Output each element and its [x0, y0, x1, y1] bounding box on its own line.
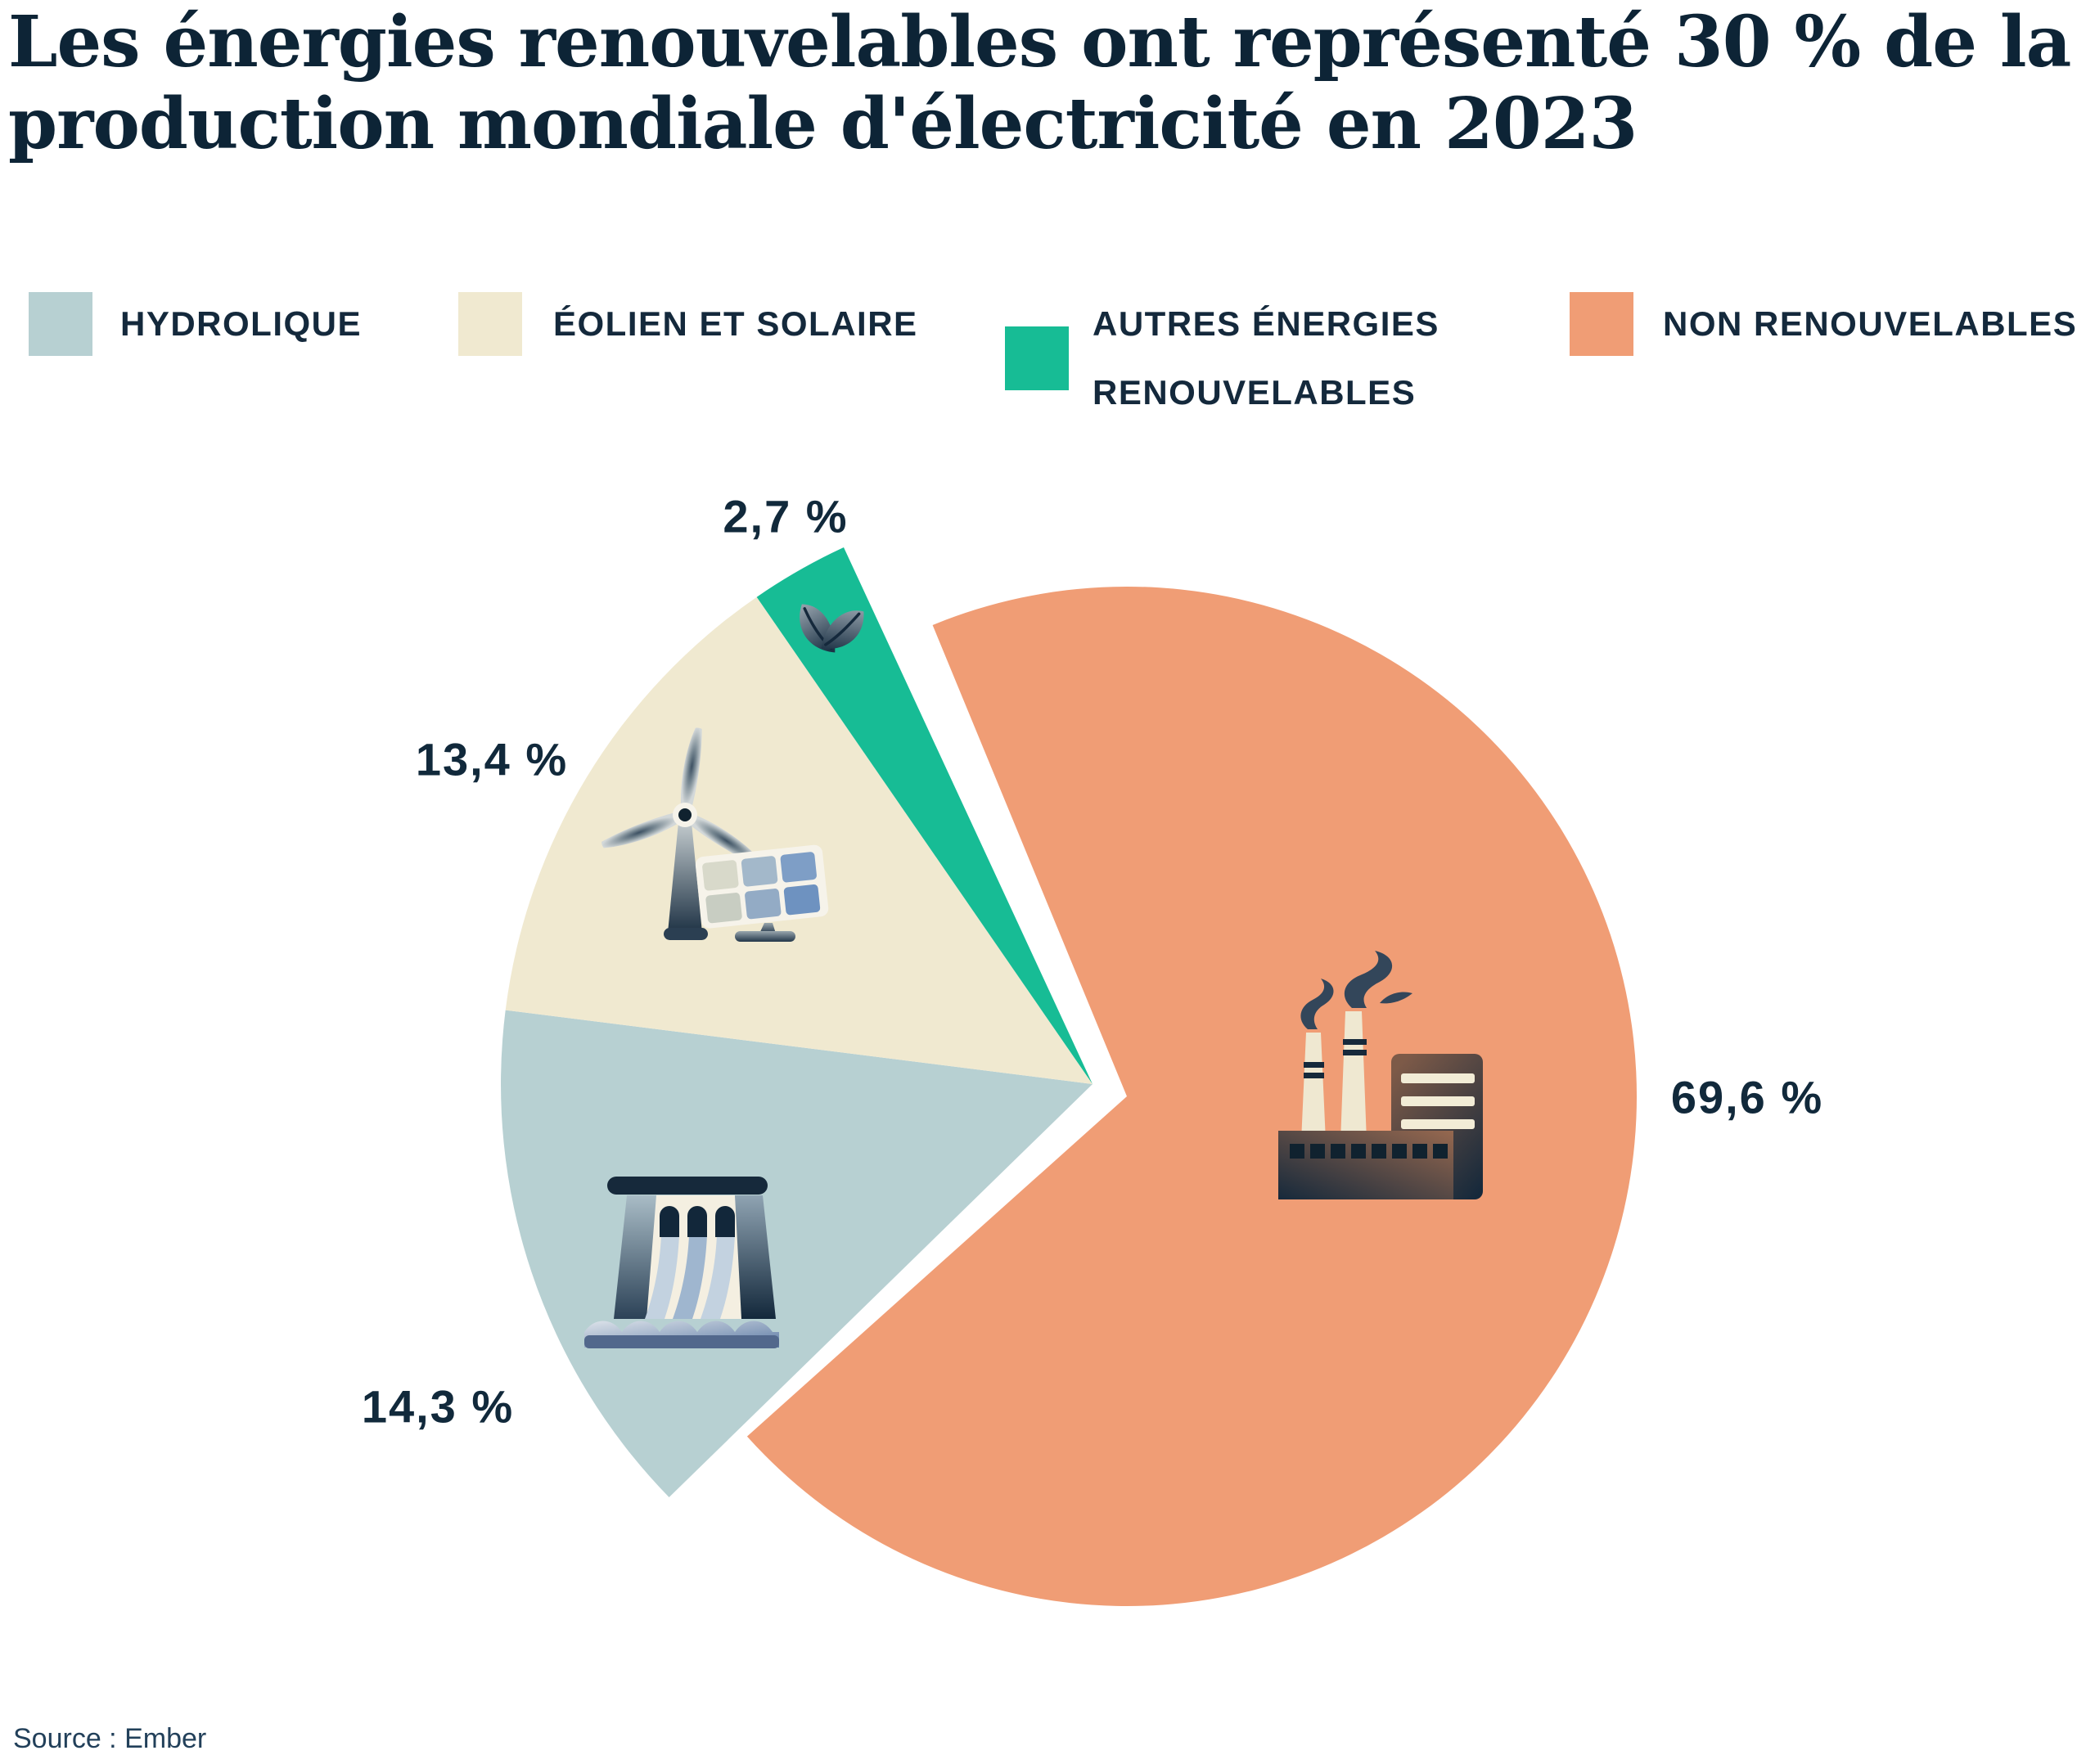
leaf-icon [800, 604, 864, 653]
legend-label-hydrolique: HYDROLIQUE [120, 304, 363, 343]
legend-swatch-eolien-solaire [458, 292, 522, 356]
pie-slices [501, 547, 1638, 1606]
title-line-2: production mondiale d'électricité en 202… [8, 83, 1638, 165]
pie-slice-eolien-solaire [505, 596, 1093, 1084]
legend-label-autres-renouvelables: AUTRES ÉNERGIES RENOUVELABLES [1093, 304, 1439, 412]
legend-swatch-autres-renouvelables [1005, 326, 1069, 390]
legend-item-eolien-solaire: ÉOLIEN ET SOLAIRE [458, 290, 918, 358]
hydro-dam-icon [584, 1177, 779, 1348]
legend-label-eolien-solaire: ÉOLIEN ET SOLAIRE [553, 304, 918, 343]
legend-item-non-renouvelables: NON RENOUVELABLES [1570, 290, 2077, 358]
title-line-1: Les énergies renouvelables ont représent… [8, 1, 2071, 83]
legend-swatch-non-renouvelables [1570, 292, 1633, 356]
legend-item-hydrolique: HYDROLIQUE [29, 290, 362, 358]
percent-label-autres-renouvelables: 2,7 % [723, 490, 849, 542]
percent-label-non-renouvelables: 69,6 % [1670, 1071, 1824, 1123]
source-note: Source : Ember [13, 1723, 207, 1754]
percent-label-eolien-solaire: 13,4 % [415, 733, 569, 785]
pie-slice-hydrolique [501, 1010, 1093, 1497]
legend-item-autres-renouvelables: AUTRES ÉNERGIES RENOUVELABLES [1005, 290, 1477, 427]
percent-label-hydrolique: 14,3 % [361, 1380, 515, 1433]
factory-icon [1278, 951, 1483, 1199]
legend-label-non-renouvelables: NON RENOUVELABLES [1663, 304, 2078, 343]
wind-turbine-solar-panel-icon [601, 727, 829, 942]
pie-slice-non-renouvelables [746, 586, 1638, 1606]
pie-slice-autres-renouvelables [756, 547, 1093, 1084]
legend-swatch-hydrolique [29, 292, 92, 356]
